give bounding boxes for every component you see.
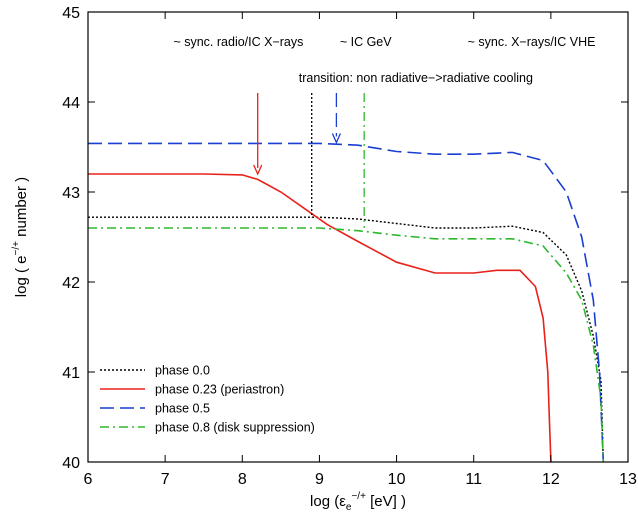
x-tick-label: 7 (161, 471, 170, 488)
label-vhe: ~ sync. X−rays/IC VHE (468, 35, 596, 49)
plot-area (88, 12, 628, 462)
series-line-3 (88, 227, 605, 463)
x-tick-label: 11 (465, 471, 482, 488)
x-axis-label-suffix: [eV] ) (366, 493, 406, 510)
x-axis-label-prefix: log (ε (310, 493, 346, 510)
series-line-2 (88, 142, 605, 463)
y-tick-label: 42 (62, 275, 80, 292)
y-tick-label: 43 (62, 185, 80, 202)
y-tick-label: 40 (62, 455, 80, 472)
series-line-1 (88, 173, 552, 463)
series-layer (88, 142, 605, 463)
x-tick-label: 8 (238, 471, 247, 488)
y-axis-label-prefix: log ( e (13, 255, 30, 297)
x-tick-label: 9 (315, 471, 324, 488)
plot-frame (87, 11, 629, 463)
x-axis-label: log (εe−/+ [eV] ) (310, 491, 406, 513)
series-line-0 (88, 216, 604, 463)
y-tick-label: 41 (62, 365, 80, 382)
legend: phase 0.0 phase 0.23 (periastron) phase 0.… (100, 364, 315, 435)
marker-layer (253, 93, 365, 228)
arrow-red-head (253, 164, 263, 176)
x-tick-label: 13 (619, 471, 637, 488)
legend-label-3: phase 0.8 (disk suppression) (155, 421, 315, 435)
y-axis-label-sup: −/+ (11, 241, 22, 256)
arrow-blue-head (331, 133, 341, 145)
legend-label-0: phase 0.0 (155, 364, 210, 378)
x-tick-label: 12 (542, 471, 560, 488)
label-gev: ~ IC GeV (340, 35, 392, 49)
x-tick-label: 10 (388, 471, 406, 488)
y-tick-label: 44 (62, 95, 80, 112)
y-tick-label: 45 (62, 5, 80, 22)
label-transition: transition: non radiative−>radiative coo… (299, 71, 533, 85)
legend-label-1: phase 0.23 (periastron) (155, 383, 284, 397)
label-radio: ~ sync. radio/IC X−rays (173, 35, 303, 49)
y-axis-label: log ( e−/+ number ) (11, 177, 30, 297)
plot-background (88, 12, 628, 462)
x-tick-label: 6 (84, 471, 93, 488)
y-axis-label-suffix: number ) (13, 177, 30, 241)
x-axis-label-sup: −/+ (351, 491, 366, 502)
legend-label-2: phase 0.5 (155, 402, 210, 416)
annotation-layer: ~ sync. radio/IC X−rays ~ IC GeV ~ sync. X… (173, 35, 595, 85)
axes-layer: 6 7 8 9 10 11 12 13 40 41 42 43 44 45 (62, 5, 637, 488)
x-axis-label-sub: e (346, 502, 352, 513)
